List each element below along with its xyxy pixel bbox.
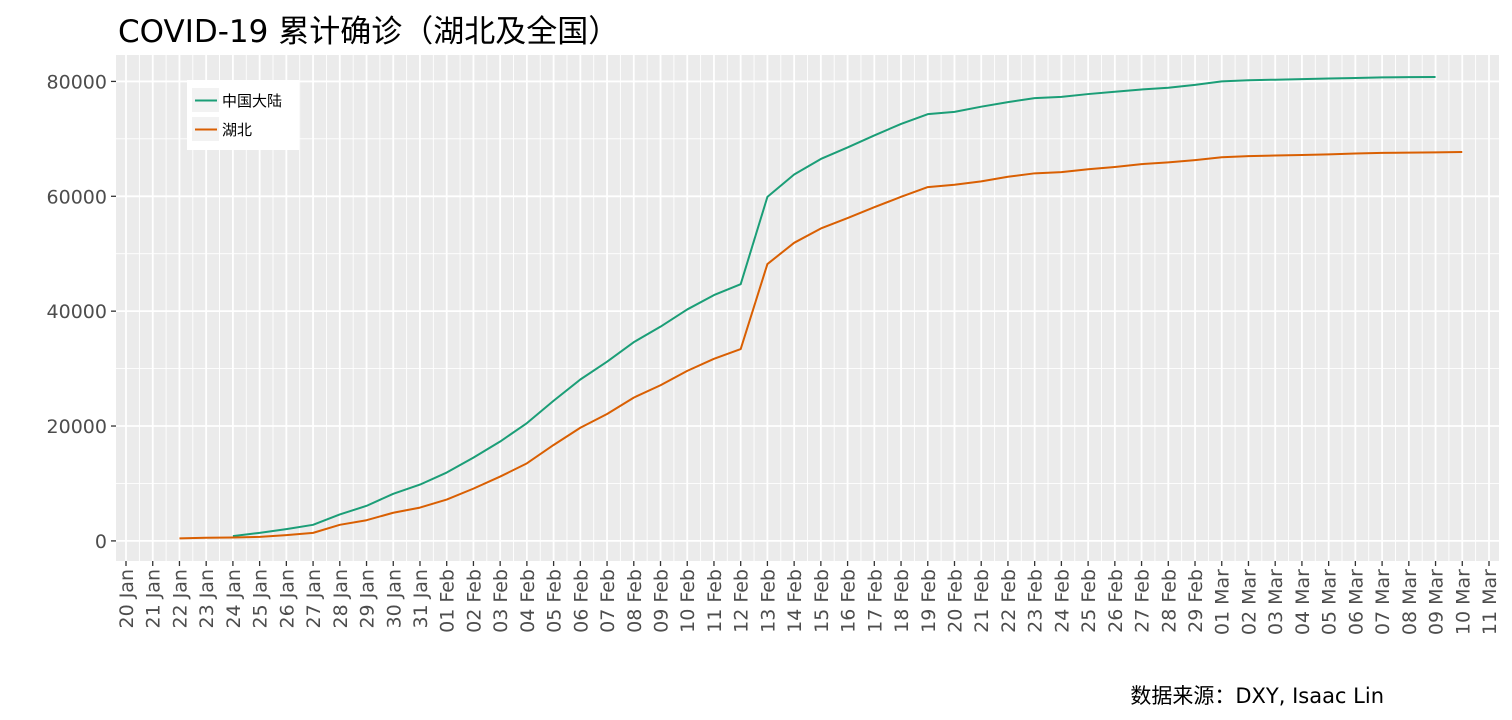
x-tick-label: 11 Feb <box>704 569 726 633</box>
chart-caption: 数据来源：DXY, Isaac Lin <box>1130 684 1384 708</box>
x-tick-label: 15 Feb <box>811 569 833 633</box>
x-tick-label: 02 Mar <box>1238 569 1260 635</box>
x-tick-label: 01 Feb <box>437 569 459 633</box>
series-line-1 <box>179 151 1463 540</box>
y-tick-label: 80000 <box>47 71 107 93</box>
x-tick-label: 08 Feb <box>624 569 646 633</box>
x-tick-label: 01 Mar <box>1212 569 1234 635</box>
legend-label-1: 湖北 <box>222 121 252 139</box>
x-tick-label: 20 Feb <box>944 569 966 633</box>
x-tick-label: 04 Mar <box>1292 569 1314 635</box>
x-tick-label: 05 Mar <box>1319 569 1341 635</box>
x-tick-label: 09 Feb <box>651 569 673 633</box>
x-tick-label: 23 Jan <box>196 569 218 629</box>
series-line-0 <box>232 75 1436 538</box>
x-tick-label: 11 Mar <box>1479 569 1501 635</box>
x-tick-label: 24 Jan <box>223 569 245 629</box>
x-tick-label: 23 Feb <box>1025 569 1047 633</box>
x-tick-label: 14 Feb <box>784 569 806 633</box>
x-tick-label: 22 Feb <box>998 569 1020 633</box>
x-tick-label: 03 Feb <box>490 569 512 633</box>
y-tick-label: 40000 <box>47 301 107 323</box>
x-tick-label: 21 Feb <box>971 569 993 633</box>
x-tick-label: 06 Feb <box>570 569 592 633</box>
x-tick-label: 25 Feb <box>1078 569 1100 633</box>
x-tick-label: 03 Mar <box>1265 569 1287 635</box>
x-tick-label: 24 Feb <box>1051 569 1073 633</box>
x-tick-label: 12 Feb <box>731 569 753 633</box>
y-tick-label: 20000 <box>47 416 107 438</box>
y-tick-label: 0 <box>95 531 107 553</box>
legend: 中国大陆 湖北 <box>187 80 299 150</box>
x-tick-label: 26 Jan <box>276 569 298 629</box>
x-tick-label: 21 Jan <box>143 569 165 629</box>
x-tick-label: 07 Mar <box>1372 569 1394 635</box>
x-tick-label: 29 Jan <box>357 569 379 629</box>
x-tick-label: 27 Feb <box>1132 569 1154 633</box>
x-tick-label: 16 Feb <box>838 569 860 633</box>
x-tick-label: 20 Jan <box>116 569 138 629</box>
x-tick-label: 10 Mar <box>1452 569 1474 635</box>
x-tick-label: 08 Mar <box>1399 569 1421 635</box>
y-tick-label: 60000 <box>47 186 107 208</box>
legend-label-0: 中国大陆 <box>222 92 282 110</box>
x-tick-label: 19 Feb <box>918 569 940 633</box>
x-tick-label: 05 Feb <box>544 569 566 633</box>
x-tick-label: 02 Feb <box>463 569 485 633</box>
x-tick-label: 30 Jan <box>383 569 405 629</box>
x-tick-label: 06 Mar <box>1345 569 1367 635</box>
series-lines <box>179 75 1463 540</box>
chart-title: COVID-19 累计确诊（湖北及全国） <box>118 14 620 50</box>
x-tick-label: 28 Feb <box>1158 569 1180 633</box>
x-tick-label: 04 Feb <box>517 569 539 633</box>
x-tick-label: 18 Feb <box>891 569 913 633</box>
x-tick-label: 10 Feb <box>677 569 699 633</box>
x-tick-label: 31 Jan <box>410 569 432 629</box>
x-tick-label: 27 Jan <box>303 569 325 629</box>
grid <box>116 55 1499 561</box>
x-tick-label: 07 Feb <box>597 569 619 633</box>
x-tick-label: 09 Mar <box>1426 569 1448 635</box>
x-tick-label: 13 Feb <box>757 569 779 633</box>
x-tick-label: 26 Feb <box>1105 569 1127 633</box>
x-tick-label: 25 Jan <box>250 569 272 629</box>
x-tick-label: 17 Feb <box>864 569 886 633</box>
x-tick-label: 29 Feb <box>1185 569 1207 633</box>
x-tick-label: 28 Jan <box>330 569 352 629</box>
x-tick-label: 22 Jan <box>169 569 191 629</box>
